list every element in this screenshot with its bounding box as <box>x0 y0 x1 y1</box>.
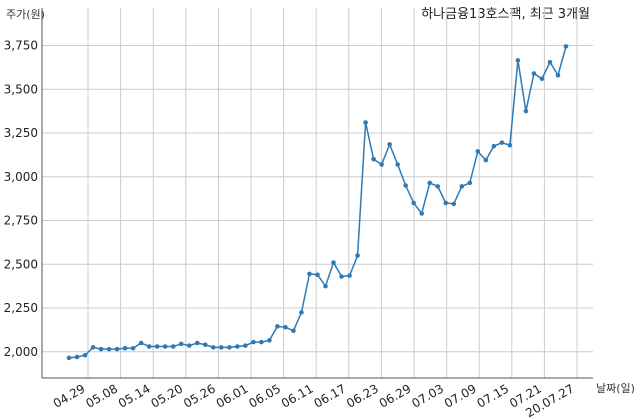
data-point <box>363 120 368 125</box>
y-tick-label: 3,750 <box>4 39 38 53</box>
data-point <box>395 162 400 167</box>
x-tick-label: 06.11 <box>279 381 316 410</box>
y-tick-label: 2,500 <box>4 257 38 271</box>
x-tick-label: 06.05 <box>246 381 283 410</box>
x-tick-label: 07.03 <box>409 381 446 410</box>
data-point <box>106 346 112 352</box>
data-point <box>66 355 72 361</box>
x-tick-label: 07.09 <box>442 381 479 410</box>
data-point <box>283 324 288 330</box>
x-axis-label: 날짜(일) <box>596 381 635 395</box>
data-point <box>315 272 320 278</box>
x-tick-label: 06.17 <box>312 381 349 410</box>
series-line <box>68 46 567 359</box>
x-tick-label: 05.26 <box>181 381 218 410</box>
x-tick-label: 05.20 <box>149 381 186 410</box>
data-point <box>186 343 192 348</box>
x-tick-label: 05.14 <box>116 381 153 410</box>
data-point <box>443 200 449 206</box>
data-point <box>235 344 240 349</box>
data-point <box>251 339 256 345</box>
x-tick-labels: 04.2905.0805.1405.2005.2606.0106.0506.11… <box>51 381 577 419</box>
y-tick-labels: 2,000 2,250 2,500 2,750 3,000 3,250 3,500 3,750 <box>4 39 38 359</box>
y-tick-label: 2,750 <box>4 214 38 228</box>
data-point <box>219 345 224 350</box>
data-points <box>66 44 569 361</box>
data-point <box>98 346 104 352</box>
data-point <box>210 345 216 350</box>
y-tick-label: 3,250 <box>4 126 38 140</box>
data-point <box>435 184 441 189</box>
data-point <box>347 273 352 278</box>
data-point <box>323 283 328 289</box>
data-point <box>259 339 264 345</box>
data-point <box>539 76 545 82</box>
data-point <box>170 344 176 349</box>
axes <box>41 8 593 379</box>
data-point <box>371 156 376 162</box>
data-point <box>411 200 416 206</box>
data-point <box>146 344 152 349</box>
x-tick-label: 06.23 <box>344 381 381 410</box>
data-point <box>403 183 408 188</box>
data-point <box>114 346 120 352</box>
data-point <box>194 340 200 346</box>
data-point <box>555 72 561 78</box>
data-point <box>227 345 232 350</box>
data-point <box>379 162 384 167</box>
data-point <box>515 58 521 63</box>
data-point <box>387 142 392 147</box>
data-point <box>459 184 465 189</box>
data-point <box>531 71 537 76</box>
chart-title: 하나금융13호스팩, 최근 3개월 <box>421 7 590 22</box>
data-point <box>243 343 248 348</box>
x-tick-label: 06.01 <box>214 381 251 410</box>
y-tick-label: 3,000 <box>4 170 38 184</box>
data-point <box>202 342 208 348</box>
data-point <box>507 142 513 148</box>
data-point <box>307 271 312 277</box>
data-point <box>523 108 529 114</box>
grid <box>42 8 593 378</box>
data-point <box>90 345 96 350</box>
data-point <box>299 310 304 315</box>
data-point <box>154 344 160 349</box>
data-point <box>130 345 136 351</box>
data-point <box>122 345 128 351</box>
data-point <box>291 328 296 334</box>
data-point <box>275 324 280 329</box>
x-tick-label: 05.08 <box>83 381 120 410</box>
y-tick-label: 3,500 <box>4 82 38 96</box>
data-point <box>475 149 481 154</box>
data-point <box>467 180 473 186</box>
y-tick-label: 2,250 <box>4 301 38 315</box>
x-tick-label: 06.29 <box>377 381 414 410</box>
data-point <box>178 341 184 347</box>
data-point <box>74 354 80 360</box>
data-point <box>82 352 88 358</box>
data-point <box>427 180 433 186</box>
data-point <box>419 211 425 216</box>
data-point <box>451 201 457 207</box>
data-point <box>499 140 505 145</box>
data-point <box>355 253 360 258</box>
x-tick-label: 04.29 <box>51 381 88 410</box>
data-point <box>267 338 272 343</box>
data-point <box>331 260 336 265</box>
data-point <box>563 44 569 49</box>
data-point <box>483 157 489 163</box>
data-point <box>162 344 168 349</box>
data-point <box>339 274 344 279</box>
y-axis-label: 주가(원) <box>6 8 45 21</box>
data-point <box>547 59 553 65</box>
y-tick-label: 2,000 <box>4 345 38 359</box>
data-point <box>138 340 144 346</box>
data-point <box>491 143 497 149</box>
x-tick-label: 07.15 <box>475 381 512 410</box>
